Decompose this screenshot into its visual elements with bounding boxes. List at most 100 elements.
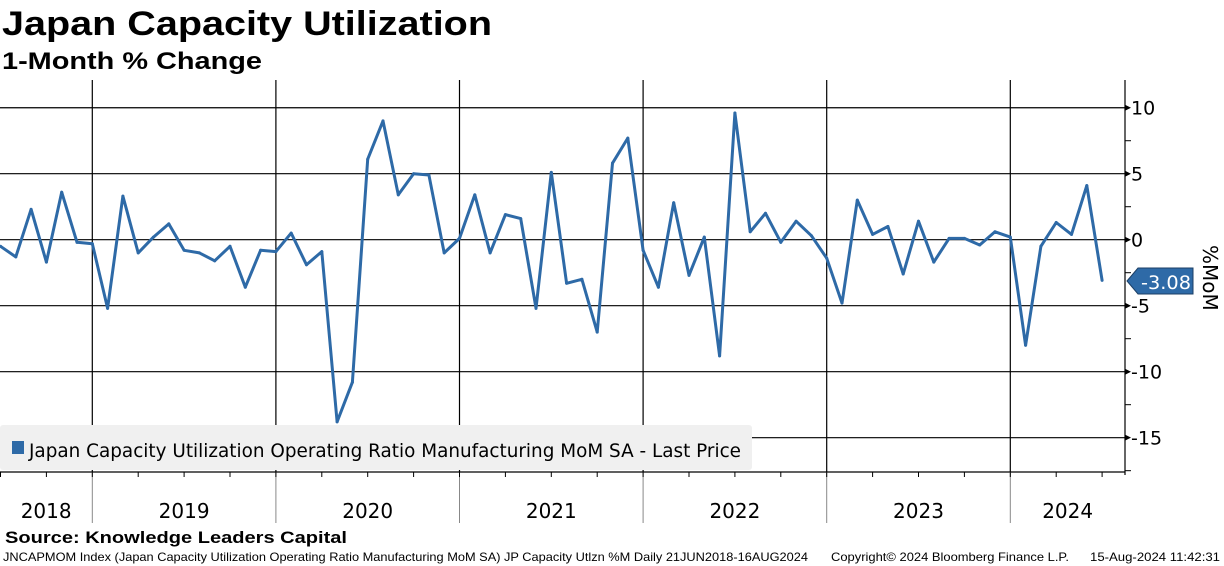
data-point — [320, 250, 324, 254]
y-axis-title: %MoM — [1198, 245, 1222, 311]
last-value-tag: -3.08 — [1126, 267, 1194, 295]
y-tick-arrow — [1125, 434, 1131, 441]
data-point — [825, 256, 829, 260]
data-point — [396, 193, 400, 197]
y-axis: 10 5 0 -5 -10 -15 — [1124, 80, 1162, 475]
x-year-label: 2021 — [526, 499, 577, 523]
y-tick-arrow — [1125, 104, 1131, 111]
data-point — [993, 230, 997, 234]
data-point — [90, 242, 94, 246]
data-point — [473, 193, 477, 197]
chart-title: Japan Capacity Utilization — [2, 5, 492, 43]
x-year-label: 2023 — [893, 499, 944, 523]
data-point — [1024, 343, 1028, 347]
data-point — [656, 285, 660, 289]
data-point — [733, 111, 737, 115]
data-point — [1008, 235, 1012, 239]
data-point — [626, 136, 630, 140]
y-tick-label: -5 — [1131, 296, 1150, 318]
y-tick-label: -10 — [1131, 362, 1162, 384]
y-tick-arrow — [1125, 368, 1131, 375]
data-point — [458, 236, 461, 240]
data-point — [748, 230, 752, 234]
series-line — [0, 111, 1104, 424]
legend-swatch — [12, 441, 24, 454]
data-point — [779, 240, 783, 244]
legend: Japan Capacity Utilization Operating Rat… — [0, 425, 752, 470]
data-point — [427, 173, 431, 177]
data-point — [442, 251, 446, 255]
data-point — [228, 244, 232, 248]
last-value-marker — [1126, 267, 1194, 295]
legend-background — [0, 425, 752, 470]
data-point — [962, 236, 966, 240]
data-point — [1070, 232, 1073, 236]
footer-copyright: Copyright© 2024 Bloomberg Finance L.P. — [831, 550, 1069, 564]
data-point — [871, 232, 875, 236]
x-axis: 2018 2019 2020 2021 2022 2023 2024 — [0, 471, 1125, 523]
data-point — [167, 222, 171, 226]
data-point — [641, 248, 645, 252]
data-point — [1100, 278, 1104, 282]
data-point — [565, 281, 569, 285]
data-point — [947, 236, 951, 240]
data-point — [611, 161, 614, 165]
y-tick-label: -15 — [1131, 428, 1162, 450]
data-point — [932, 260, 936, 264]
data-point — [75, 240, 79, 244]
data-point — [503, 213, 507, 217]
data-point — [580, 277, 584, 281]
data-point — [886, 225, 890, 229]
data-points — [0, 111, 1104, 424]
data-point — [519, 217, 523, 221]
data-point — [488, 251, 492, 255]
data-point — [136, 251, 140, 255]
data-point — [152, 235, 155, 239]
data-point — [978, 243, 982, 247]
data-point — [718, 354, 722, 358]
y-tick-label: 0 — [1131, 230, 1143, 252]
data-point — [243, 285, 247, 289]
data-point — [901, 272, 905, 276]
legend-label: Japan Capacity Utilization Operating Rat… — [28, 440, 741, 462]
data-point — [549, 170, 553, 174]
chart-subtitle: 1-Month % Change — [2, 48, 262, 75]
data-point — [702, 235, 706, 239]
data-point — [672, 201, 676, 205]
data-point — [44, 260, 48, 264]
x-year-label: 2022 — [709, 499, 760, 523]
data-point — [1054, 221, 1058, 225]
data-point — [366, 157, 370, 161]
data-point — [197, 251, 201, 255]
y-tick-arrow — [1125, 236, 1131, 243]
data-point — [381, 119, 385, 123]
data-point — [687, 273, 691, 277]
data-point — [106, 306, 110, 310]
data-point — [60, 190, 64, 194]
data-point — [305, 263, 308, 267]
y-tick-label: 10 — [1131, 98, 1155, 120]
data-point — [14, 255, 18, 259]
footer-timestamp: 15-Aug-2024 11:42:31 — [1090, 550, 1220, 564]
footer-description: JNCAPMOM Index (Japan Capacity Utilizati… — [3, 550, 808, 564]
gridlines — [0, 80, 1125, 472]
data-point — [182, 248, 186, 252]
data-point — [534, 306, 538, 310]
x-year-label: 2019 — [159, 499, 210, 523]
x-year-label: 2024 — [1042, 499, 1093, 523]
source-note: Source: Knowledge Leaders Capital — [5, 528, 347, 547]
data-point — [764, 211, 767, 215]
y-tick-arrow — [1125, 302, 1131, 309]
data-point — [855, 198, 859, 202]
data-point — [0, 244, 2, 248]
y-tick-label: 5 — [1131, 164, 1143, 186]
data-point — [1039, 244, 1043, 248]
data-point — [794, 219, 798, 223]
data-point — [121, 194, 125, 198]
data-point — [259, 248, 263, 252]
data-point — [29, 207, 33, 211]
data-point — [335, 420, 339, 424]
data-point — [809, 234, 813, 238]
data-point — [595, 330, 599, 334]
